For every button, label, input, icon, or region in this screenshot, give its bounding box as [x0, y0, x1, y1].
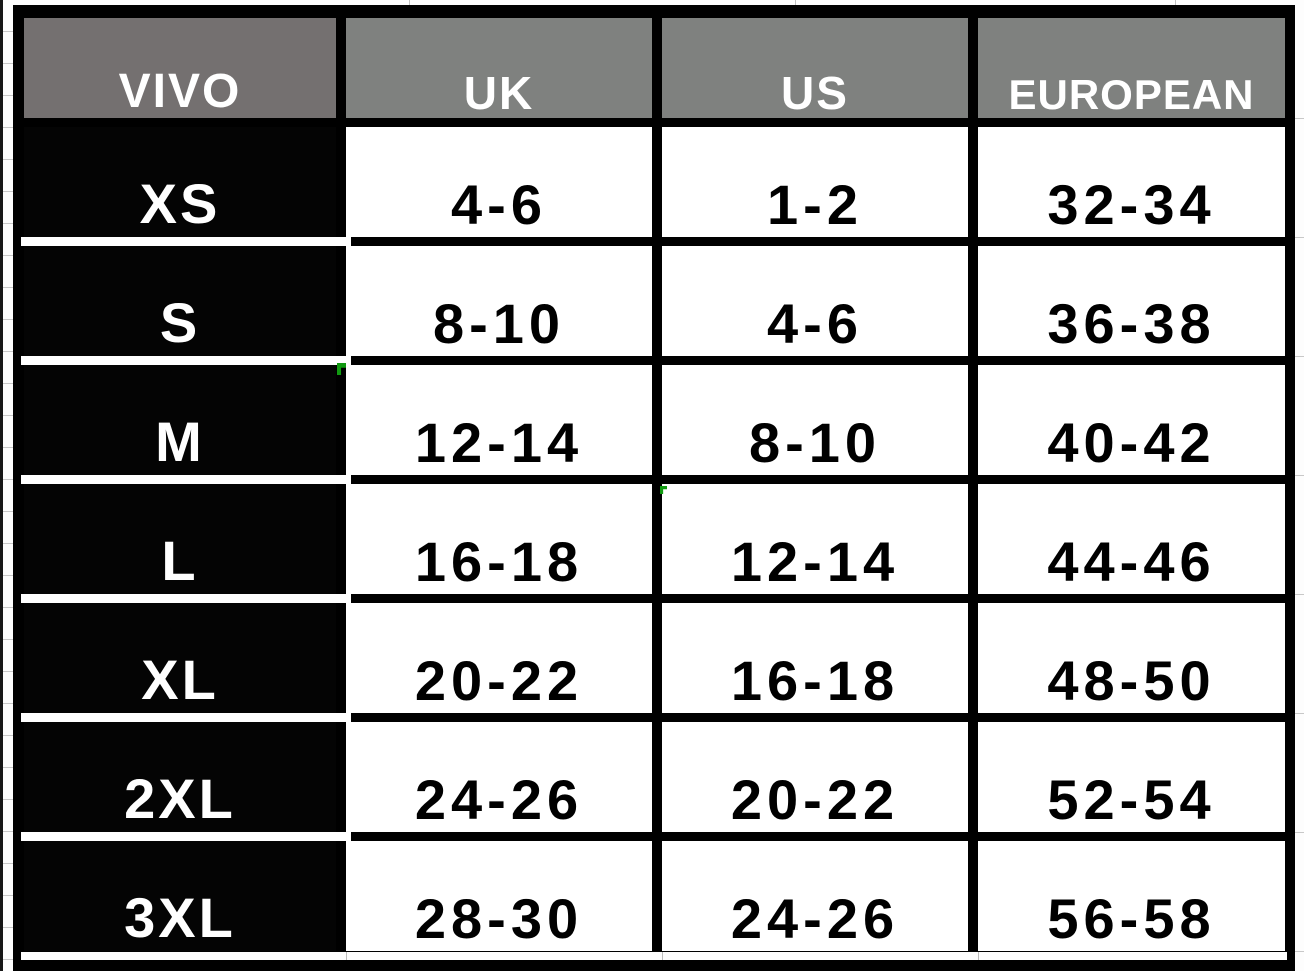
size-row-separator	[21, 713, 351, 722]
header-cell-european: EUROPEAN	[978, 18, 1285, 118]
size-row-separator	[21, 356, 351, 365]
cell-eu-l: 44-46	[978, 484, 1285, 594]
size-row-separator	[21, 594, 351, 603]
cell-uk-m: 12-14	[346, 365, 652, 475]
cell-us-2xl: 20-22	[662, 722, 968, 832]
size-cell-3xl: 3XL	[24, 841, 336, 951]
cell-uk-xs: 4-6	[346, 127, 652, 237]
header-cell-uk: UK	[346, 18, 652, 118]
size-row-separator	[21, 832, 351, 841]
cell-uk-s: 8-10	[346, 246, 652, 356]
top-gutter-gridlines	[13, 0, 1304, 5]
size-cell-l: L	[24, 484, 336, 594]
cell-eu-xs: 32-34	[978, 127, 1285, 237]
size-row-separator	[21, 237, 351, 246]
size-cell-xl: XL	[24, 603, 336, 713]
cell-eu-m: 40-42	[978, 365, 1285, 475]
gridline-tick	[662, 952, 663, 960]
left-gutter-gridlines	[3, 0, 13, 971]
cell-us-l: 12-14	[662, 484, 968, 594]
gridline-tick	[1175, 0, 1176, 5]
cell-us-3xl: 24-26	[662, 841, 968, 951]
cell-eu-2xl: 52-54	[978, 722, 1285, 832]
gridline-tick	[978, 952, 979, 960]
gridline-tick	[346, 952, 347, 960]
header-cell-us: US	[662, 18, 968, 118]
cell-eu-s: 36-38	[978, 246, 1285, 356]
cell-uk-3xl: 28-30	[346, 841, 652, 951]
cell-uk-2xl: 24-26	[346, 722, 652, 832]
table-grid: VIVO UK US EUROPEAN XS 4-6 1-2 32-34 S 8…	[24, 18, 1285, 951]
size-cell-2xl: 2XL	[24, 722, 336, 832]
screen-edge	[0, 0, 3, 971]
right-gutter-gridlines	[1295, 0, 1304, 971]
cell-uk-xl: 20-22	[346, 603, 652, 713]
size-chart-table: VIVO UK US EUROPEAN XS 4-6 1-2 32-34 S 8…	[13, 5, 1295, 971]
cell-us-xs: 1-2	[662, 127, 968, 237]
gridline-tick	[409, 0, 410, 5]
gridline-tick	[795, 0, 796, 5]
cell-uk-l: 16-18	[346, 484, 652, 594]
cell-us-m: 8-10	[662, 365, 968, 475]
cell-eu-xl: 48-50	[978, 603, 1285, 713]
cell-us-s: 4-6	[662, 246, 968, 356]
size-row-separator	[21, 475, 351, 484]
size-cell-m: M	[24, 365, 336, 475]
header-cell-vivo: VIVO	[24, 18, 336, 118]
cell-us-xl: 16-18	[662, 603, 968, 713]
size-cell-xs: XS	[24, 127, 336, 237]
bottom-gutter	[21, 952, 1287, 960]
size-cell-s: S	[24, 246, 336, 356]
cell-eu-3xl: 56-58	[978, 841, 1285, 951]
